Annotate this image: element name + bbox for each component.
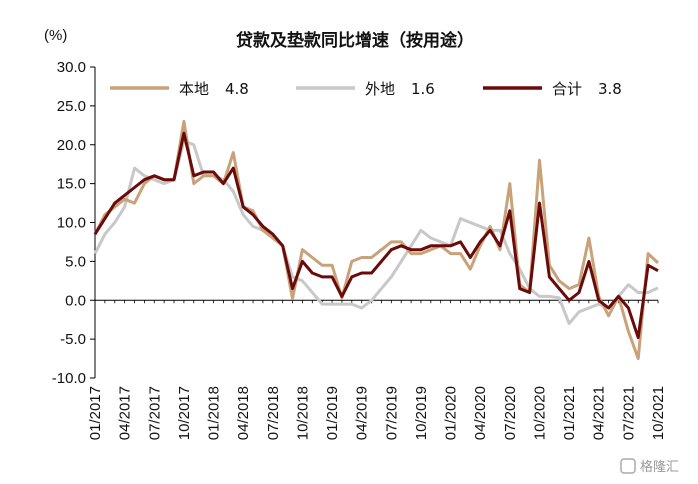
gelonghui-logo-icon <box>620 458 636 474</box>
y-tick-label: 25.0 <box>57 98 86 115</box>
y-tick-label: 5.0 <box>65 253 86 270</box>
x-tick-label: 01/2021 <box>561 386 578 440</box>
series-line-外地 <box>93 139 659 326</box>
y-tick-label: -10.0 <box>52 370 86 387</box>
x-tick-label: 04/2020 <box>472 386 489 440</box>
x-tick-label: 01/2019 <box>324 386 341 440</box>
x-tick-label: 10/2021 <box>650 386 667 440</box>
x-tick-label: 10/2017 <box>176 386 193 440</box>
legend: 本地 4.8 外地 1.6 合计 3.8 <box>110 80 622 98</box>
axes: 30.025.020.015.010.05.00.0-5.0-10.001/20… <box>52 59 667 440</box>
x-tick-label: 07/2020 <box>502 386 519 440</box>
x-tick-label: 07/2017 <box>146 386 163 440</box>
x-tick-label: 01/2020 <box>443 386 460 440</box>
legend-label: 合计 <box>552 80 582 98</box>
watermark-text: 格隆汇 <box>640 459 679 475</box>
x-tick-label: 10/2019 <box>413 386 430 440</box>
x-tick-label: 10/2020 <box>531 386 548 440</box>
x-tick-label: 04/2021 <box>591 386 608 440</box>
x-tick-label: 07/2019 <box>383 386 400 440</box>
x-tick-label: 07/2018 <box>265 386 282 440</box>
legend-value: 3.8 <box>598 80 622 98</box>
watermark: 格隆汇 <box>620 458 679 475</box>
legend-value: 1.6 <box>411 80 435 98</box>
y-tick-label: -5.0 <box>60 331 86 348</box>
x-tick-label: 10/2018 <box>294 386 311 440</box>
series-layer <box>93 119 660 361</box>
y-tick-label: 0.0 <box>65 292 86 309</box>
x-tick-label: 07/2021 <box>620 386 637 440</box>
legend-label: 外地 <box>365 80 395 98</box>
y-axis-label: (%) <box>44 27 67 44</box>
y-tick-label: 10.0 <box>57 215 86 232</box>
x-tick-label: 04/2017 <box>117 386 134 440</box>
legend-label: 本地 <box>179 80 209 98</box>
x-tick-label: 04/2018 <box>235 386 252 440</box>
y-tick-label: 20.0 <box>57 137 86 154</box>
x-tick-label: 04/2019 <box>354 386 371 440</box>
y-tick-label: 15.0 <box>57 176 86 193</box>
x-tick-label: 01/2018 <box>206 386 223 440</box>
y-tick-label: 30.0 <box>57 59 86 76</box>
series-line-合计 <box>93 131 659 340</box>
x-tick-label: 01/2017 <box>87 386 104 440</box>
legend-value: 4.8 <box>225 80 249 98</box>
chart-title: 贷款及垫款同比增速（按用途） <box>236 30 474 51</box>
